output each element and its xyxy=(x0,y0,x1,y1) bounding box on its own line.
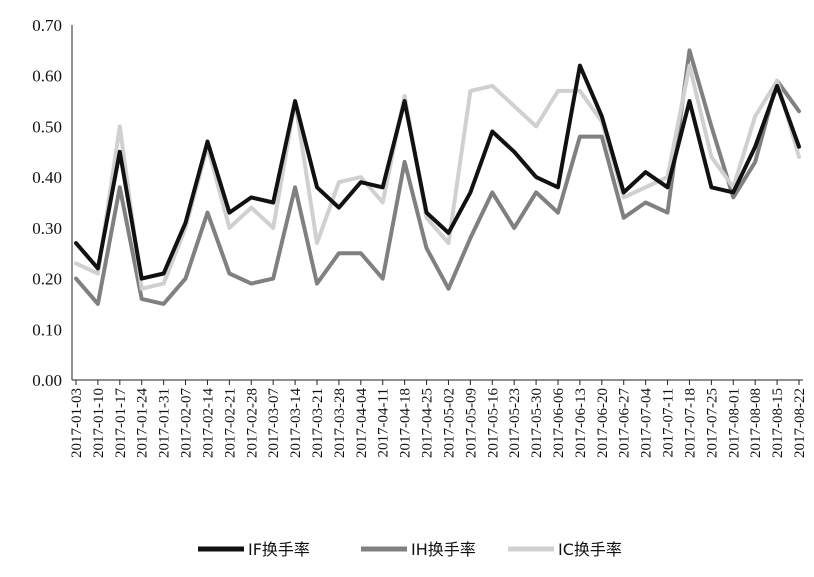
x-tick-label: 2017-05-30 xyxy=(529,388,545,458)
x-tick-label: 2017-03-28 xyxy=(332,388,348,458)
series-layer xyxy=(74,48,801,306)
x-tick-label: 2017-02-07 xyxy=(179,388,195,458)
x-tick-label: 2017-06-06 xyxy=(551,388,567,458)
x-tick-label: 2017-07-04 xyxy=(639,388,655,458)
x-tick-label: 2017-05-02 xyxy=(441,388,457,458)
legend-label-0: IF换手率 xyxy=(248,540,310,559)
x-tick-label: 2017-03-07 xyxy=(266,388,282,458)
x-tick-label: 2017-08-22 xyxy=(792,388,808,458)
series-line-0 xyxy=(74,63,801,281)
y-tick-label: 0.60 xyxy=(32,67,62,86)
y-tick-label: 0.40 xyxy=(32,168,62,187)
x-tick-label: 2017-03-14 xyxy=(288,388,304,458)
legend-label-1: IH换手率 xyxy=(411,540,476,559)
y-tick-label: 0.20 xyxy=(32,270,62,289)
x-tick-label: 2017-07-11 xyxy=(661,388,677,457)
x-tick-label: 2017-04-04 xyxy=(354,388,370,458)
x-tick-label: 2017-04-11 xyxy=(376,388,392,457)
x-tick-label: 2017-06-13 xyxy=(573,388,589,458)
series-line-1 xyxy=(74,48,801,306)
x-tick-label: 2017-01-24 xyxy=(135,388,151,458)
x-tick-label: 2017-02-28 xyxy=(244,388,260,458)
legend-label-2: IC换手率 xyxy=(558,540,622,559)
x-tick-label: 2017-03-21 xyxy=(310,388,326,458)
x-tick-label: 2017-05-23 xyxy=(507,388,523,458)
x-tick-label: 2017-08-08 xyxy=(748,388,764,458)
x-tick-label: 2017-06-20 xyxy=(595,388,611,458)
x-tick-label: 2017-01-10 xyxy=(91,388,107,458)
y-tick-label: 0.50 xyxy=(32,117,62,136)
x-axis: 2017-01-03 2017-01-10 2017-01-17 2017-01-24… xyxy=(69,379,808,458)
x-tick-label: 2017-05-16 xyxy=(485,388,501,458)
series-line-2 xyxy=(74,63,801,291)
x-tick-label: 2017-04-25 xyxy=(420,388,436,458)
x-tick-label: 2017-08-01 xyxy=(726,388,742,458)
legend: IF换手率 IH换手率 IC换手率 xyxy=(198,540,622,559)
x-tick-label: 2017-06-27 xyxy=(617,388,633,458)
x-tick-label: 2017-08-15 xyxy=(770,388,786,458)
x-tick-label: 2017-01-17 xyxy=(113,388,129,458)
x-tick-label: 2017-01-03 xyxy=(69,388,85,458)
x-tick-label: 2017-02-14 xyxy=(200,388,216,458)
x-tick-label: 2017-01-31 xyxy=(157,388,173,458)
y-axis: 0.00 0.10 0.20 0.30 0.40 0.50 0.60 0.70 xyxy=(32,16,73,390)
y-tick-label: 0.70 xyxy=(32,16,62,35)
x-tick-label: 2017-02-21 xyxy=(222,388,238,458)
y-tick-label: 0.00 xyxy=(32,371,62,390)
x-tick-label: 2017-04-18 xyxy=(398,388,414,458)
y-tick-label: 0.30 xyxy=(32,219,62,238)
x-tick-label: 2017-07-25 xyxy=(704,388,720,458)
x-tick-label: 2017-05-09 xyxy=(463,388,479,458)
y-tick-label: 0.10 xyxy=(32,320,62,339)
x-tick-label: 2017-07-18 xyxy=(682,388,698,458)
